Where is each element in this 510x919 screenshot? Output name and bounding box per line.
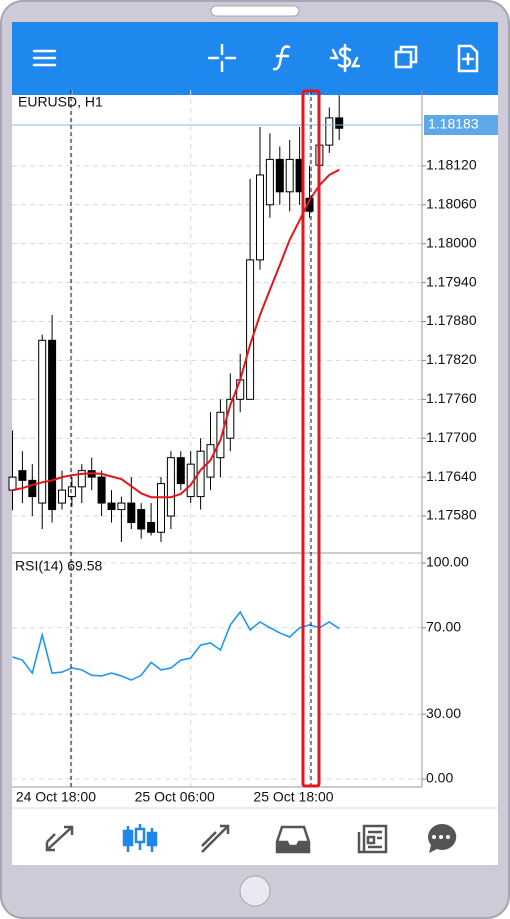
toolbar-icons — [32, 43, 479, 73]
candle-body — [117, 502, 126, 511]
x-tick-label: 25 Oct 18:00 — [253, 789, 333, 805]
chart-tab[interactable] — [122, 824, 158, 852]
current-price-box — [424, 115, 498, 136]
candle-body — [147, 522, 156, 533]
windows-button[interactable] — [394, 45, 418, 69]
candle-body — [107, 502, 116, 511]
y-tick-label: 70.00 — [426, 618, 461, 634]
candle-body — [305, 197, 314, 212]
candle-body — [285, 158, 294, 193]
candle-body — [58, 489, 66, 504]
news-tab[interactable] — [357, 824, 388, 854]
indicators-button[interactable] — [272, 45, 291, 71]
candle-body — [8, 476, 17, 491]
rsi-name: RSI(14) — [15, 558, 63, 574]
y-tick-label: 1.17940 — [426, 273, 477, 289]
y-tick-label: 0.00 — [426, 770, 453, 786]
candle-body — [166, 457, 175, 517]
candle-body — [48, 339, 57, 511]
screen — [12, 22, 498, 865]
history-tab[interactable] — [275, 825, 311, 854]
candle-body — [38, 339, 47, 504]
highlight-box — [301, 89, 321, 788]
candle-body — [137, 509, 146, 530]
candle-body — [256, 174, 264, 261]
symbols-button[interactable] — [329, 43, 361, 73]
y-tick-label: 30.00 — [426, 705, 461, 721]
y-tick-label: 1.18060 — [426, 195, 477, 211]
candle-body — [18, 470, 27, 481]
menu-button[interactable] — [32, 49, 57, 67]
x-tick-label: 24 Oct 18:00 — [16, 789, 96, 805]
candle-body — [236, 379, 245, 400]
moving-average — [12, 168, 340, 499]
rsi-last-value: 69.58 — [67, 558, 102, 574]
crosshair-button[interactable] — [207, 43, 237, 73]
candle-body — [275, 158, 284, 193]
trade-tab[interactable] — [201, 824, 230, 853]
y-tick-label: 1.18120 — [426, 157, 477, 173]
y-tick-label: 1.17760 — [426, 390, 477, 406]
candle-body — [97, 476, 106, 504]
candle-body — [157, 483, 165, 533]
chat-tab[interactable] — [428, 823, 457, 853]
home-button[interactable] — [239, 875, 271, 907]
y-tick-label: 100.00 — [426, 554, 469, 570]
y-tick-label: 1.17700 — [426, 429, 477, 445]
y-tick-label: 1.17820 — [426, 351, 477, 367]
new-order-button[interactable] — [457, 44, 479, 73]
x-tick-label: 25 Oct 06:00 — [135, 789, 215, 805]
candle-body — [246, 259, 255, 400]
y-tick-label: 1.17580 — [426, 507, 477, 523]
y-tick-label: 1.18000 — [426, 234, 477, 250]
speaker — [210, 5, 300, 17]
candle-body — [325, 117, 334, 146]
y-tick-label: 1.17640 — [426, 468, 477, 484]
candle-body — [67, 486, 76, 498]
rsi-line — [12, 610, 340, 681]
candle-body — [216, 411, 225, 459]
candle-body — [265, 158, 274, 206]
candle-body — [77, 470, 86, 488]
symbol-title: EURUSD, H1 — [18, 94, 103, 110]
toolbar — [12, 22, 498, 95]
candle-body — [28, 479, 37, 498]
chart: 1.17580 1.17640 1.17700 1.17760 1.17820 1.178… — [8, 90, 498, 805]
candle-body — [176, 457, 185, 485]
candle-body — [335, 117, 344, 129]
y-tick-label: 1.17880 — [426, 312, 477, 328]
candle-body — [127, 502, 136, 524]
current-price-label: 1.18183 — [428, 116, 479, 132]
bottom-nav — [45, 823, 457, 854]
quotes-tab[interactable] — [45, 825, 74, 852]
